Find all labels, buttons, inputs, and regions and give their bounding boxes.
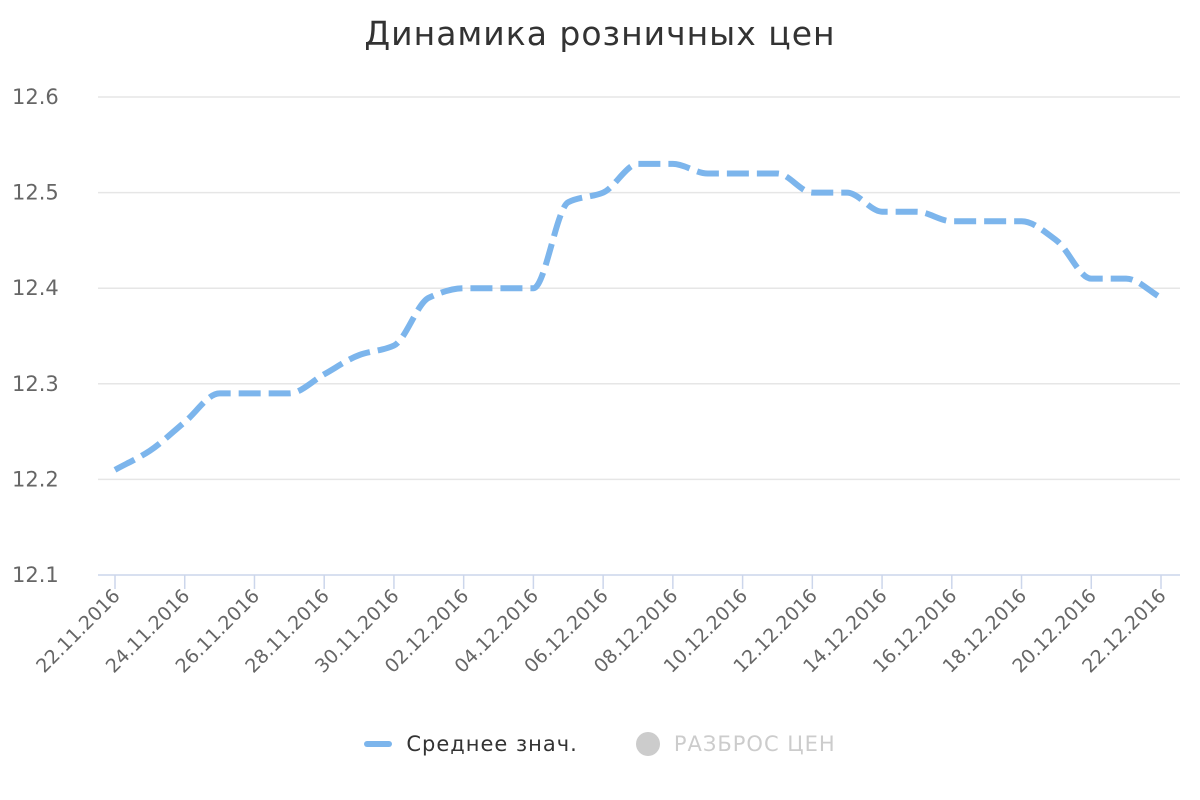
chart-title: Динамика розничных цен — [364, 14, 836, 53]
legend-dash-icon — [364, 741, 393, 747]
y-axis: 12.1 12.2 12.3 12.4 12.5 12.6 — [12, 85, 59, 587]
legend-label-average: Среднее знач. — [406, 732, 578, 756]
y-tick-label: 12.5 — [12, 181, 59, 205]
y-tick-label: 12.6 — [12, 85, 59, 109]
y-tick-label: 12.1 — [12, 563, 59, 587]
y-tick-label: 12.4 — [12, 276, 59, 300]
y-tick-label: 12.2 — [12, 467, 59, 491]
grid-lines — [98, 96, 1180, 481]
x-axis: 22.11.201624.11.201626.11.201628.11.2016… — [32, 574, 1180, 677]
series-line-average[interactable] — [113, 160, 1163, 473]
series-layer — [113, 160, 1163, 473]
y-tick-label: 12.3 — [12, 372, 59, 396]
legend-circle-icon — [635, 732, 660, 756]
legend-item-price-spread[interactable]: РАЗБРОС ЦЕН — [635, 732, 836, 756]
legend-label-price-spread: РАЗБРОС ЦЕН — [673, 732, 836, 756]
legend: Среднее знач. РАЗБРОС ЦЕН — [0, 726, 1200, 762]
legend-item-average[interactable]: Среднее знач. — [364, 732, 578, 756]
